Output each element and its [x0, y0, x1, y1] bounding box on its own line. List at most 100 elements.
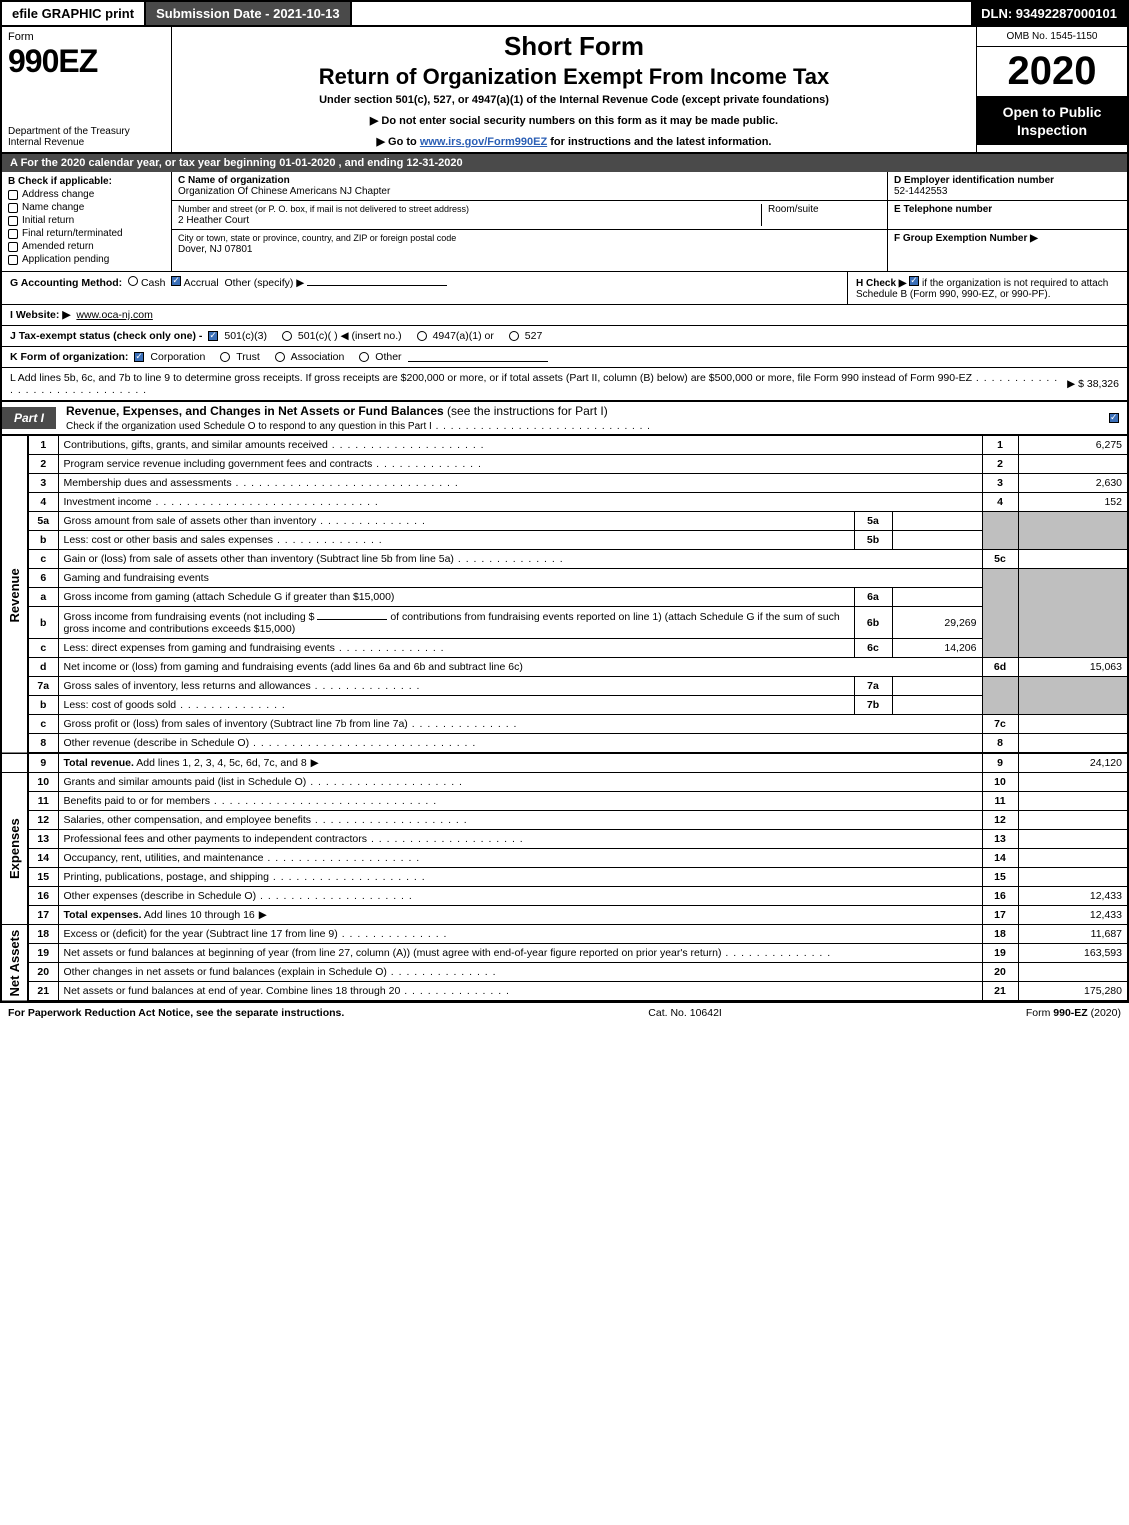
- l6a-desc: Gross income from gaming (attach Schedul…: [58, 588, 854, 607]
- chk-application-pending[interactable]: [8, 255, 18, 265]
- l19-amount: 163,593: [1018, 944, 1128, 963]
- chk-name-change[interactable]: [8, 203, 18, 213]
- l9-bold: Total revenue.: [64, 757, 134, 769]
- page-footer: For Paperwork Reduction Act Notice, see …: [0, 1002, 1129, 1023]
- l6b-sub: 6b: [854, 607, 892, 639]
- l6-shade1: [982, 569, 1018, 658]
- l11-linecol: 11: [982, 792, 1018, 811]
- l6a-subval: [892, 588, 982, 607]
- l2-num: 2: [28, 455, 58, 474]
- l7a-num: 7a: [28, 677, 58, 696]
- chk-final-return[interactable]: [8, 229, 18, 239]
- l18-num: 18: [28, 925, 58, 944]
- chk-initial-return[interactable]: [8, 216, 18, 226]
- open-to-public: Open to Public Inspection: [977, 97, 1127, 145]
- l7b-sub: 7b: [854, 696, 892, 715]
- website-value[interactable]: www.oca-nj.com: [76, 309, 152, 321]
- l6-num: 6: [28, 569, 58, 588]
- l7c-linecol: 7c: [982, 715, 1018, 734]
- l2-amount: [1018, 455, 1128, 474]
- row-j: J Tax-exempt status (check only one) - 5…: [0, 326, 1129, 347]
- l7a-subval: [892, 677, 982, 696]
- l7b-num: b: [28, 696, 58, 715]
- l5b-sub: 5b: [854, 531, 892, 550]
- l18-amount: 11,687: [1018, 925, 1128, 944]
- l5b-desc: Less: cost or other basis and sales expe…: [58, 531, 854, 550]
- e-label: E Telephone number: [894, 204, 992, 215]
- opt-527: 527: [525, 330, 543, 342]
- chk-trust[interactable]: [220, 352, 230, 362]
- opt-accrual: Accrual: [184, 277, 219, 289]
- chk-association[interactable]: [275, 352, 285, 362]
- l11-desc: Benefits paid to or for members: [58, 792, 982, 811]
- l18-linecol: 18: [982, 925, 1018, 944]
- l4-linecol: 4: [982, 493, 1018, 512]
- l16-amount: 12,433: [1018, 887, 1128, 906]
- chk-4947[interactable]: [417, 331, 427, 341]
- l6-desc: Gaming and fundraising events: [58, 569, 982, 588]
- omb-number: OMB No. 1545-1150: [977, 27, 1127, 47]
- org-city: Dover, NJ 07801: [178, 244, 253, 255]
- chk-accrual[interactable]: [171, 276, 181, 286]
- irs-link[interactable]: www.irs.gov/Form990EZ: [420, 136, 547, 148]
- l2-linecol: 2: [982, 455, 1018, 474]
- tax-year: 2020: [977, 47, 1127, 97]
- l6c-desc: Less: direct expenses from gaming and fu…: [58, 639, 854, 658]
- chk-cash[interactable]: [128, 276, 138, 286]
- l7c-amount: [1018, 715, 1128, 734]
- row-k: K Form of organization: Corporation Trus…: [0, 347, 1129, 368]
- submission-date-button[interactable]: Submission Date - 2021-10-13: [146, 2, 352, 25]
- chk-other-org[interactable]: [359, 352, 369, 362]
- l6c-subval: 14,206: [892, 639, 982, 658]
- chk-527[interactable]: [509, 331, 519, 341]
- l14-linecol: 14: [982, 849, 1018, 868]
- l8-amount: [1018, 734, 1128, 754]
- l1-desc: Contributions, gifts, grants, and simila…: [58, 436, 982, 455]
- chk-501c[interactable]: [282, 331, 292, 341]
- efile-print-button[interactable]: efile GRAPHIC print: [2, 2, 146, 25]
- chk-schedule-b[interactable]: [909, 276, 919, 286]
- l12-desc: Salaries, other compensation, and employ…: [58, 811, 982, 830]
- chk-address-change[interactable]: [8, 190, 18, 200]
- chk-501c3[interactable]: [208, 331, 218, 341]
- room-suite-label: Room/suite: [761, 204, 881, 226]
- ein-value: 52-1442553: [894, 186, 947, 197]
- footer-left: For Paperwork Reduction Act Notice, see …: [8, 1007, 344, 1019]
- l18-desc: Excess or (deficit) for the year (Subtra…: [58, 925, 982, 944]
- l5ab-shade2: [1018, 512, 1128, 550]
- c-name-label: C Name of organization: [178, 175, 290, 186]
- part1-sub: Check if the organization used Schedule …: [66, 421, 651, 432]
- l6d-num: d: [28, 658, 58, 677]
- chk-amended-return[interactable]: [8, 242, 18, 252]
- l-amount-label: ▶ $: [1067, 378, 1084, 390]
- section-def: D Employer identification number 52-1442…: [887, 172, 1127, 271]
- l7c-num: c: [28, 715, 58, 734]
- l5a-num: 5a: [28, 512, 58, 531]
- goto-line: ▶ Go to www.irs.gov/Form990EZ for instru…: [180, 135, 968, 148]
- opt-501c3: 501(c)(3): [224, 330, 267, 342]
- chk-corporation[interactable]: [134, 352, 144, 362]
- section-b-label: B Check if applicable:: [8, 176, 165, 187]
- c-addr-label: Number and street (or P. O. box, if mail…: [178, 204, 469, 214]
- l5a-sub: 5a: [854, 512, 892, 531]
- part1-table: Revenue 1 Contributions, gifts, grants, …: [0, 435, 1129, 1002]
- l17-bold: Total expenses.: [64, 909, 142, 921]
- l5b-subval: [892, 531, 982, 550]
- goto-pre: ▶ Go to: [377, 136, 420, 148]
- l17-num: 17: [28, 906, 58, 925]
- l8-desc: Other revenue (describe in Schedule O): [58, 734, 982, 754]
- l6b-blank: [317, 610, 387, 620]
- l12-amount: [1018, 811, 1128, 830]
- opt-other: Other (specify) ▶: [225, 277, 305, 289]
- l7c-desc: Gross profit or (loss) from sales of inv…: [58, 715, 982, 734]
- section-b: B Check if applicable: Address change Na…: [2, 172, 172, 271]
- l10-num: 10: [28, 773, 58, 792]
- l19-desc: Net assets or fund balances at beginning…: [58, 944, 982, 963]
- l17-desc: Total expenses. Add lines 10 through 16: [58, 906, 982, 925]
- l1-num: 1: [28, 436, 58, 455]
- opt-amended-return: Amended return: [22, 241, 94, 252]
- l9-num: 9: [28, 753, 58, 773]
- other-specify-blank: [307, 276, 447, 286]
- chk-schedule-o-part1[interactable]: [1109, 413, 1119, 423]
- opt-corporation: Corporation: [150, 351, 205, 363]
